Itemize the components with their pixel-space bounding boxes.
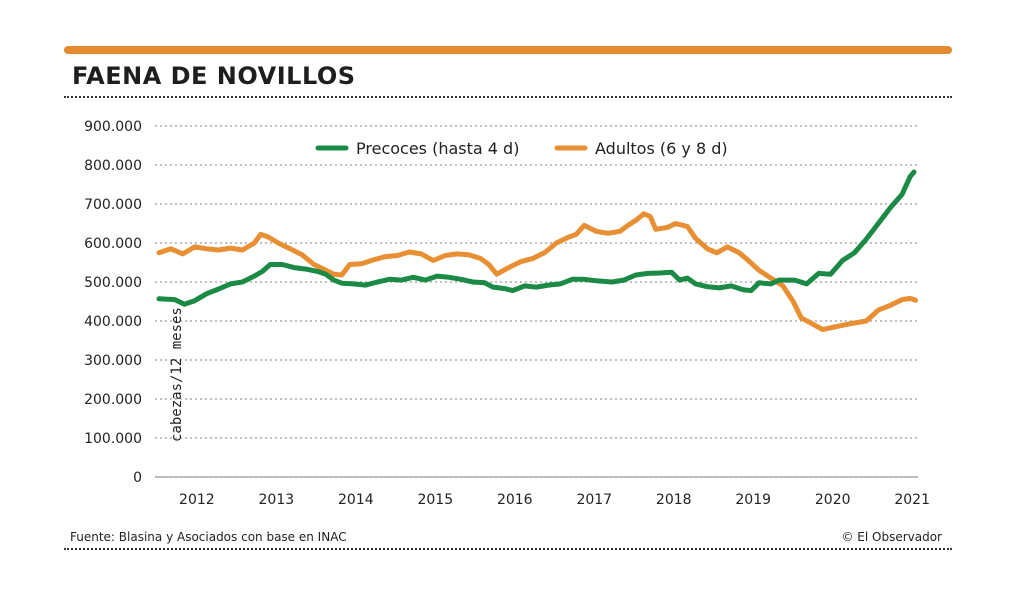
x-tick-label: 2017 — [576, 492, 612, 508]
legend-label: Precoces (hasta 4 d) — [356, 139, 519, 158]
series-line-precoces — [156, 169, 917, 307]
series-line-adultos — [156, 211, 919, 333]
x-axis-ticks: 2012 2013 2014 2015 2016 2017 2018 2019 2020 2021 — [179, 492, 930, 508]
series-lines — [156, 169, 919, 333]
y-tick-label: 200.000 — [84, 392, 142, 408]
x-tick-label: 2020 — [815, 492, 851, 508]
y-tick-label: 800.000 — [84, 158, 142, 174]
legend-label: Adultos (6 y 8 d) — [595, 139, 728, 158]
x-tick-label: 2014 — [338, 492, 374, 508]
chart-legend: Precoces (hasta 4 d) Adultos (6 y 8 d) — [315, 139, 728, 158]
y-axis-label: cabezas/12 meses — [169, 307, 185, 442]
source-note: Fuente: Blasina y Asociados con base en … — [70, 530, 347, 544]
x-tick-label: 2016 — [497, 492, 533, 508]
x-tick-label: 2018 — [656, 492, 692, 508]
y-tick-label: 900.000 — [84, 119, 142, 135]
y-axis-ticks: 0 100.000 200.000 300.000 400.000 500.000 600.… — [84, 119, 142, 486]
top-accent-bar — [64, 46, 952, 54]
y-tick-label: 700.000 — [84, 197, 142, 213]
page-title: FAENA DE NOVILLOS — [72, 62, 356, 90]
y-tick-label: 300.000 — [84, 353, 142, 369]
x-tick-label: 2012 — [179, 492, 215, 508]
y-tick-label: 400.000 — [84, 314, 142, 330]
y-tick-label: 600.000 — [84, 236, 142, 252]
x-tick-label: 2019 — [735, 492, 771, 508]
x-tick-label: 2015 — [417, 492, 453, 508]
copyright-credit: © El Observador — [841, 530, 942, 544]
footer-divider — [64, 548, 952, 550]
y-tick-label: 0 — [133, 470, 142, 486]
x-tick-label: 2013 — [259, 492, 295, 508]
title-divider — [64, 96, 952, 98]
y-tick-label: 100.000 — [84, 431, 142, 447]
y-tick-label: 500.000 — [84, 275, 142, 291]
chart-grid — [155, 125, 918, 478]
x-tick-label: 2021 — [894, 492, 930, 508]
